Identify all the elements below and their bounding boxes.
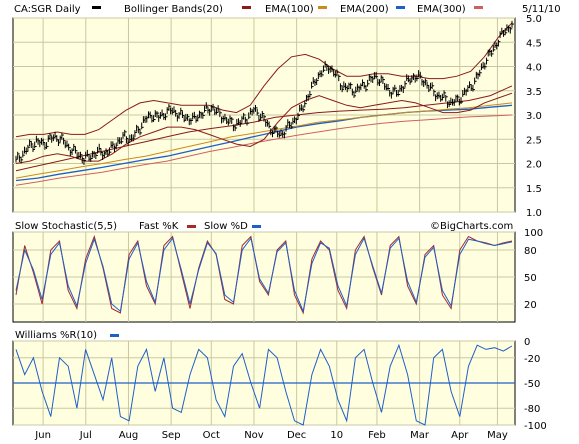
legend-ema200: EMA(200)	[340, 4, 389, 15]
x-tick-label: Oct	[203, 430, 220, 441]
ema200-line	[15, 102, 513, 179]
chart-date: 5/11/10	[522, 4, 561, 15]
x-tick-label: Jun	[34, 430, 51, 441]
ema300-lower-line	[15, 114, 513, 186]
price-y-tick: 4.0	[526, 63, 542, 74]
x-tick-label: Apr	[451, 430, 469, 441]
chart-header: CA:SGR Daily Bollinger Bands(20) EMA(100…	[14, 4, 561, 15]
x-tick-label: Dec	[287, 430, 306, 441]
x-tick-label: Jul	[79, 430, 92, 441]
williams-line	[15, 343, 513, 426]
stochastic-y-tick: 20	[524, 300, 537, 311]
williams-y-tick: -20	[524, 354, 540, 365]
stochastic-legend-slow: Slow %D	[204, 221, 248, 232]
fast-k-swatch	[187, 225, 196, 228]
symbol-label: CA:SGR Daily	[14, 4, 81, 15]
legend-ema300: EMA(300)	[417, 4, 466, 15]
price-y-tick: 3.0	[526, 111, 542, 122]
x-tick-label: 10	[330, 430, 343, 441]
price-y-tick: 4.5	[526, 38, 542, 49]
price-y-tick: 1.0	[526, 208, 542, 219]
x-tick-label: Aug	[119, 430, 139, 441]
series-layer	[13, 20, 515, 426]
williams-title: Williams %R(10)	[15, 330, 97, 341]
stochastic-title: Slow Stochastic(5,5)	[15, 221, 117, 232]
price-y-tick: 5.0	[526, 14, 542, 25]
price-y-tick: 2.5	[526, 135, 542, 146]
williams-y-tick: 0	[524, 337, 530, 348]
bollinger-legend-swatch	[242, 6, 251, 9]
bollinger-lower-line	[15, 92, 513, 164]
x-tick-label: May	[487, 430, 508, 441]
williams-header: Williams %R(10)	[15, 330, 119, 341]
x-tick-label: Sep	[162, 430, 181, 441]
stochastic-y-tick: 50	[524, 273, 537, 284]
legend-bollinger: Bollinger Bands(20)	[124, 4, 223, 15]
ema200-legend-swatch	[396, 6, 405, 9]
bigcharts-watermark: ©BigCharts.com	[430, 221, 513, 232]
bollinger-upper-line	[15, 22, 513, 138]
legend-ema100: EMA(100)	[265, 4, 314, 15]
williams-y-tick: -100	[524, 421, 547, 432]
stochastic-slow-d-line	[15, 237, 513, 313]
williams-y-tick: -50	[524, 379, 540, 390]
williams-y-tick: -80	[524, 404, 540, 415]
stochastic-legend-fast: Fast %K	[139, 221, 179, 232]
stochastic-header: Slow Stochastic(5,5) Fast %K Slow %D ©Bi…	[15, 221, 513, 232]
price-y-tick: 3.5	[526, 87, 542, 98]
stochastic-y-tick: 100	[524, 228, 543, 239]
x-tick-label: Mar	[410, 430, 430, 441]
price-y-tick: 2.0	[526, 160, 542, 171]
price-legend-swatch	[92, 6, 101, 9]
price-y-tick: 1.5	[526, 184, 542, 195]
axis-layer: 5.0 4.5 4.0 3.5 3.0 2.5 2.0 1.5 1.0 Jun Jul Aug Sep O…	[34, 14, 546, 441]
ema100-legend-swatch	[318, 6, 327, 9]
x-tick-label: Feb	[368, 430, 386, 441]
x-tick-label: Nov	[244, 430, 264, 441]
williams-swatch	[110, 334, 119, 337]
slow-d-swatch	[252, 225, 261, 228]
stochastic-y-tick: 80	[524, 246, 537, 257]
ema300-legend-swatch	[474, 6, 483, 9]
grid-layer	[13, 17, 515, 426]
